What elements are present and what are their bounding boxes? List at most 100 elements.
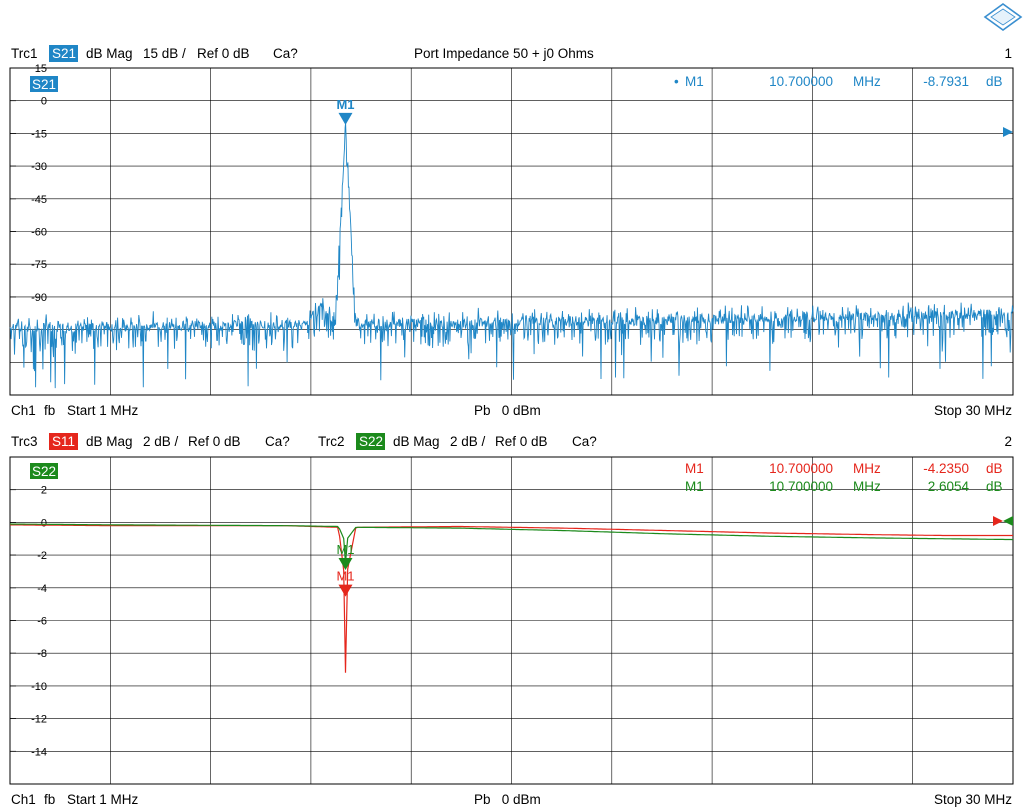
- bottom-format-b[interactable]: dB Mag: [393, 434, 440, 449]
- bottom-diagram-number: 2: [1004, 434, 1012, 449]
- bottom-s11-marker-freq-unit: MHz: [853, 461, 881, 476]
- bottom-s22-marker-freq: 10.700000: [769, 479, 833, 494]
- bottom-grid: [10, 457, 1013, 784]
- y-tick-label: 0: [41, 96, 47, 108]
- bottom-s22-marker-value-unit: dB: [986, 479, 1003, 494]
- y-tick-label: -6: [37, 616, 47, 628]
- bottom-cal-b: Ca?: [572, 434, 597, 449]
- top-y-ticks: 15 0 -15 -30 -45 -60 -75 -90: [10, 63, 47, 304]
- y-tick-label: -12: [31, 714, 47, 726]
- top-footer-start[interactable]: Start 1 MHz: [67, 403, 139, 418]
- top-marker-name: M1: [685, 74, 704, 89]
- top-port-impedance: Port Impedance 50 + j0 Ohms: [414, 46, 594, 61]
- top-scale[interactable]: 15 dB /: [143, 46, 186, 61]
- bottom-marker-readout-s11: M1 10.700000 MHz -4.2350 dB: [685, 461, 1003, 476]
- top-marker-value-unit: dB: [986, 74, 1003, 89]
- top-trace-label[interactable]: S21: [32, 77, 56, 92]
- bottom-format-a[interactable]: dB Mag: [86, 434, 133, 449]
- bottom-s11-marker-freq: 10.700000: [769, 461, 833, 476]
- bottom-plot-area[interactable]: 2 0 -2 -4 -6 -8 -10 -12 -14 M1 M1 S22 M1 10.70000…: [9, 456, 1014, 785]
- bottom-ref-b[interactable]: Ref 0 dB: [495, 434, 548, 449]
- bottom-param-a-badge[interactable]: S11: [52, 434, 75, 449]
- bottom-footer-stop[interactable]: Stop 30 MHz: [934, 792, 1012, 807]
- bottom-footer: Ch1 fb Start 1 MHz Pb 0 dBm Stop 30 MHz: [11, 792, 1012, 807]
- marker-s22-triangle-icon[interactable]: [338, 557, 353, 570]
- y-tick-label: -45: [31, 194, 47, 206]
- top-footer-channel[interactable]: Ch1: [11, 403, 36, 418]
- bottom-trace-label[interactable]: S22: [32, 464, 56, 479]
- bottom-marker-readout-s22: M1 10.700000 MHz 2.6054 dB: [685, 479, 1003, 494]
- trace-s21: [9, 122, 1014, 389]
- bottom-s22-marker-freq-unit: MHz: [853, 479, 881, 494]
- y-tick-label: 0: [41, 517, 47, 529]
- y-tick-label: -30: [31, 161, 47, 173]
- bottom-s11-marker-value: -4.2350: [923, 461, 969, 476]
- bottom-footer-fb: fb: [44, 792, 55, 807]
- bottom-param-a-badge-bg: [49, 433, 78, 450]
- bottom-trace-label-bg: [30, 463, 58, 479]
- bottom-trace-b-name[interactable]: Trc2: [318, 434, 345, 449]
- bottom-s11-marker-value-unit: dB: [986, 461, 1003, 476]
- bottom-y-ticks: 2 0 -2 -4 -6 -8 -10 -12 -14: [10, 485, 47, 758]
- y-tick-label: -14: [31, 746, 47, 758]
- bottom-param-b-badge-bg: [356, 433, 385, 450]
- top-traces: [9, 122, 1014, 389]
- top-header: Trc1 S21 dB Mag 15 dB / Ref 0 dB Ca? Por…: [11, 45, 1012, 62]
- y-tick-label: -15: [31, 128, 47, 140]
- marker-s21-label: M1: [336, 97, 354, 112]
- top-param-badge[interactable]: S21: [52, 46, 76, 61]
- y-tick-label: -90: [31, 292, 47, 304]
- y-tick-label: -75: [31, 259, 47, 271]
- bottom-scale-a[interactable]: 2 dB /: [143, 434, 179, 449]
- y-tick-label: 2: [41, 485, 47, 497]
- top-trace-label-bg: [30, 76, 58, 92]
- top-markers: M1: [336, 97, 355, 125]
- bottom-footer-channel[interactable]: Ch1: [11, 792, 36, 807]
- bottom-s11-marker-name: M1: [685, 461, 704, 476]
- y-tick-label: -10: [31, 681, 47, 693]
- marker-s22-label: M1: [336, 542, 354, 557]
- marker-s21-triangle-icon[interactable]: [338, 112, 353, 125]
- top-format[interactable]: dB Mag: [86, 46, 133, 61]
- top-diagram-number: 1: [1004, 46, 1012, 61]
- y-tick-label: 15: [35, 63, 47, 75]
- bottom-cal-a: Ca?: [265, 434, 290, 449]
- top-param-badge-bg: [49, 45, 78, 62]
- bottom-s11-ref-arrow-icon[interactable]: [993, 516, 1003, 526]
- top-grid: [10, 68, 1013, 395]
- bottom-footer-start[interactable]: Start 1 MHz: [67, 792, 139, 807]
- y-tick-label: -2: [37, 550, 47, 562]
- marker-s11-label: M1: [336, 569, 354, 584]
- bottom-traces: [9, 523, 1014, 673]
- y-tick-label: -8: [37, 648, 47, 660]
- top-marker-readout: • M1 10.700000 MHz -8.7931 dB: [674, 74, 1003, 89]
- top-trace-name[interactable]: Trc1: [11, 46, 38, 61]
- top-marker-bullet: •: [674, 74, 679, 89]
- top-marker-value: -8.7931: [923, 74, 969, 89]
- top-footer-fb: fb: [44, 403, 55, 418]
- top-footer: Ch1 fb Start 1 MHz Pb 0 dBm Stop 30 MHz: [11, 403, 1012, 418]
- bottom-markers: M1 M1: [336, 542, 355, 597]
- bottom-header: Trc3 S11 dB Mag 2 dB / Ref 0 dB Ca? Trc2…: [11, 433, 1012, 450]
- bottom-s22-ref-arrow-icon[interactable]: [1003, 516, 1013, 526]
- bottom-footer-power[interactable]: Pb 0 dBm: [474, 792, 541, 807]
- y-tick-label: -60: [31, 227, 47, 239]
- top-marker-freq-unit: MHz: [853, 74, 881, 89]
- y-tick-label: -4: [37, 583, 47, 595]
- top-ref[interactable]: Ref 0 dB: [197, 46, 250, 61]
- top-ref-level-arrow-icon[interactable]: [1003, 127, 1013, 137]
- marker-s11-triangle-icon[interactable]: [338, 584, 353, 597]
- top-footer-power[interactable]: Pb 0 dBm: [474, 403, 541, 418]
- bottom-trace-a-name[interactable]: Trc3: [11, 434, 38, 449]
- top-marker-freq: 10.700000: [769, 74, 833, 89]
- bottom-ref-a[interactable]: Ref 0 dB: [188, 434, 241, 449]
- trace-s22: [9, 523, 1014, 564]
- bottom-s22-marker-value: 2.6054: [928, 479, 970, 494]
- top-footer-stop[interactable]: Stop 30 MHz: [934, 403, 1012, 418]
- bottom-s22-marker-name: M1: [685, 479, 704, 494]
- bottom-param-b-badge[interactable]: S22: [359, 434, 383, 449]
- rohde-schwarz-logo-icon: [983, 3, 1023, 31]
- top-plot-area[interactable]: 15 0 -15 -30 -45 -60 -75 -90 M1 S21 • M1 10.700…: [9, 63, 1014, 396]
- bottom-scale-b[interactable]: 2 dB /: [450, 434, 486, 449]
